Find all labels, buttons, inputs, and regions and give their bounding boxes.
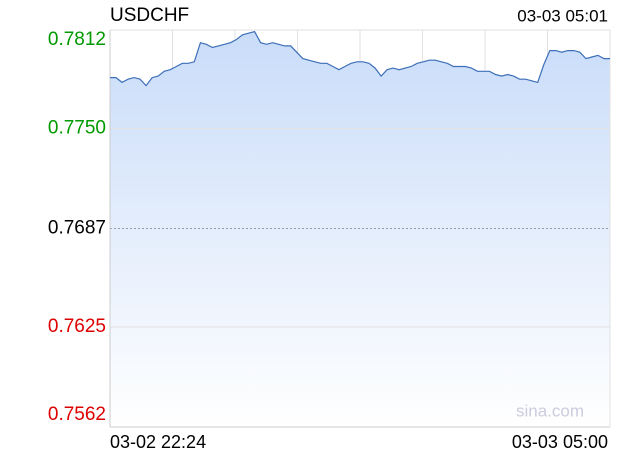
x-tick-label: 03-03 05:00 [512, 432, 608, 452]
area [110, 31, 610, 427]
last-time: 03-03 05:01 [517, 6, 608, 25]
y-tick-label: 0.7750 [48, 117, 106, 138]
chart-title: USDCHF [110, 5, 189, 26]
line [110, 30, 610, 87]
y-tick-label: 0.7562 [48, 404, 106, 425]
y-tick-label: 0.7687 [48, 218, 106, 239]
y-tick-label: 0.7812 [48, 29, 106, 50]
watermark: sina.com [516, 401, 584, 420]
y-tick-label: 0.7625 [48, 316, 106, 337]
x-tick-label: 03-02 22:24 [110, 432, 206, 452]
